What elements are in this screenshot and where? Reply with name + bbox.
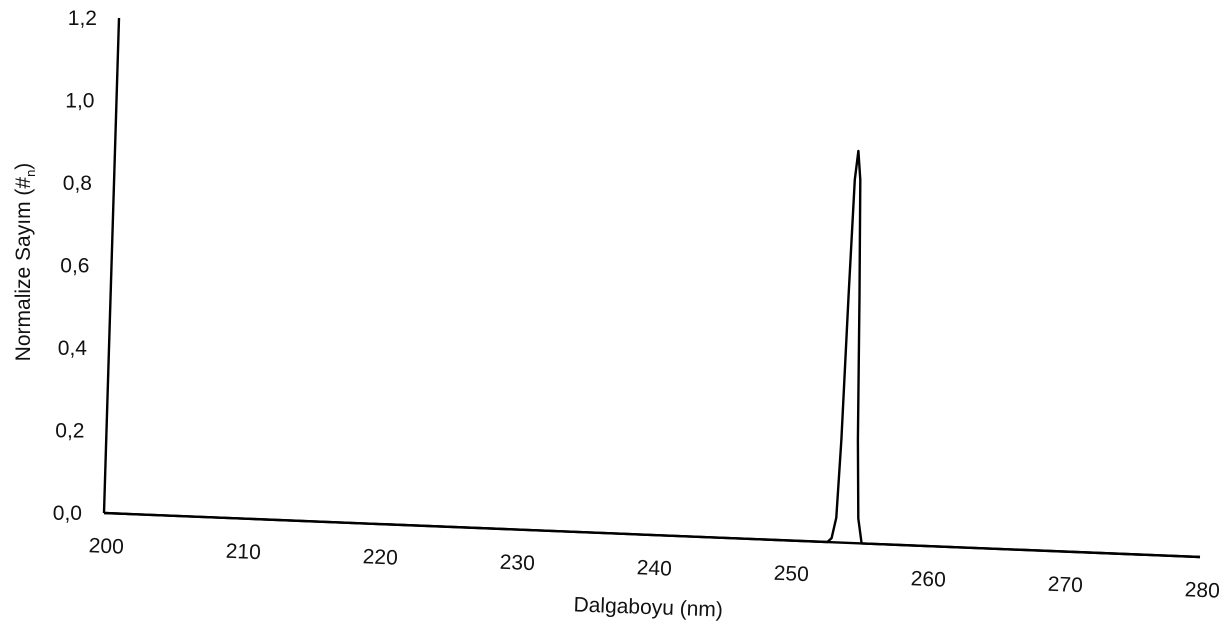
- y-tick-label: 0,0: [53, 502, 82, 525]
- y-tick-label: 1,2: [68, 7, 97, 30]
- y-axis-title-subscript: n: [23, 170, 38, 177]
- x-tick-label: 280: [1184, 578, 1220, 602]
- tick-labels: 200 210 220 230 240 250 260 270 280 0,0 0,2 0,4 0,6 0…: [53, 7, 1220, 603]
- y-axis-line: [102, 17, 121, 514]
- y-axis-title-close: ): [12, 163, 35, 170]
- x-tick-label: 220: [362, 545, 398, 569]
- axes: [102, 17, 1201, 559]
- x-tick-label: 240: [636, 556, 672, 580]
- x-tick-label: 270: [1047, 573, 1083, 597]
- y-axis-title: Normalize Sayım (#n): [12, 163, 38, 362]
- spectrum-line: [103, 149, 1201, 559]
- x-axis-title: Dalgaboyu (nm): [573, 593, 723, 621]
- y-tick-label: 0,2: [55, 420, 84, 443]
- y-axis-title-main: Normalize Sayım (#: [12, 177, 35, 362]
- x-tick-label: 200: [88, 534, 124, 558]
- y-tick-label: 0,4: [58, 337, 88, 360]
- x-tick-label: 230: [499, 551, 535, 575]
- series: [103, 149, 1201, 559]
- y-tick-label: 0,6: [60, 255, 89, 278]
- x-tick-label: 260: [910, 567, 946, 591]
- y-tick-label: 0,8: [63, 172, 92, 195]
- x-tick-label: 210: [225, 540, 261, 564]
- x-tick-label: 250: [773, 562, 809, 586]
- y-tick-label: 1,0: [65, 90, 94, 113]
